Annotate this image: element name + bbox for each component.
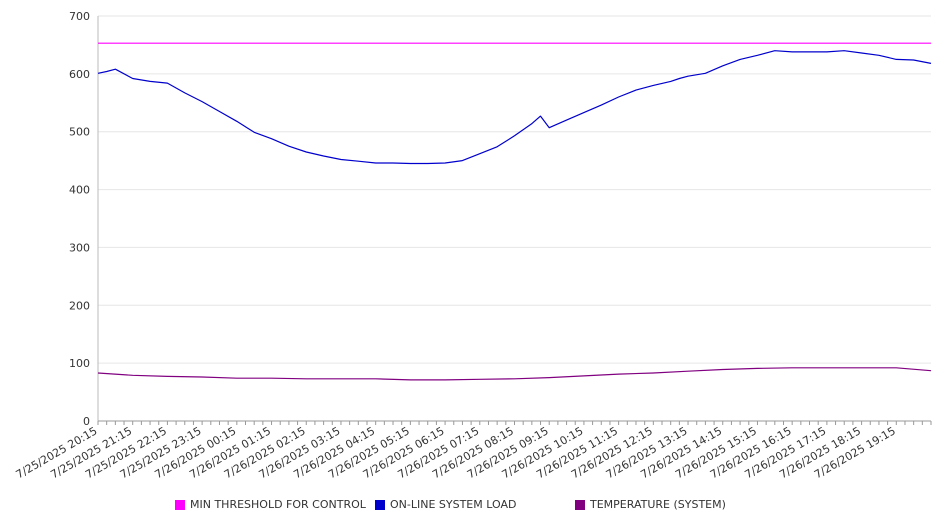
legend-item-temperature[interactable]: TEMPERATURE (SYSTEM) — [575, 498, 726, 511]
y-tick-label: 200 — [69, 299, 90, 312]
y-tick-label: 100 — [69, 357, 90, 370]
y-tick-label: 0 — [83, 415, 90, 428]
axes — [97, 16, 932, 425]
y-tick-label: 600 — [69, 68, 90, 81]
series-line-2 — [97, 367, 932, 381]
legend-swatch-min-threshold — [175, 499, 185, 510]
legend-label-system-load: ON-LINE SYSTEM LOAD — [390, 498, 517, 511]
y-tick-label: 700 — [69, 10, 90, 23]
legend-item-system-load[interactable]: ON-LINE SYSTEM LOAD — [375, 498, 516, 511]
legend-item-min-threshold[interactable]: MIN THRESHOLD FOR CONTROL — [175, 498, 366, 511]
y-tick-label: 500 — [69, 126, 90, 139]
legend-swatch-system-load — [375, 499, 385, 510]
series-line-1 — [97, 50, 932, 165]
x-axis-tick-labels: 7/25/2025 20:157/25/2025 21:157/25/2025 … — [14, 424, 898, 481]
legend-label-min-threshold: MIN THRESHOLD FOR CONTROL — [190, 498, 366, 511]
legend-swatch-temperature — [575, 499, 585, 510]
y-axis-tick-labels: 0 100 200 300 400 500 600 700 — [69, 10, 90, 428]
y-tick-label: 300 — [69, 241, 90, 254]
series-lines — [97, 42, 932, 381]
legend-label-temperature: TEMPERATURE (SYSTEM) — [590, 498, 726, 511]
chart-legend: MIN THRESHOLD FOR CONTROL ON-LINE SYSTEM… — [0, 498, 946, 514]
y-tick-label: 400 — [69, 184, 90, 197]
gridlines — [98, 15, 931, 364]
